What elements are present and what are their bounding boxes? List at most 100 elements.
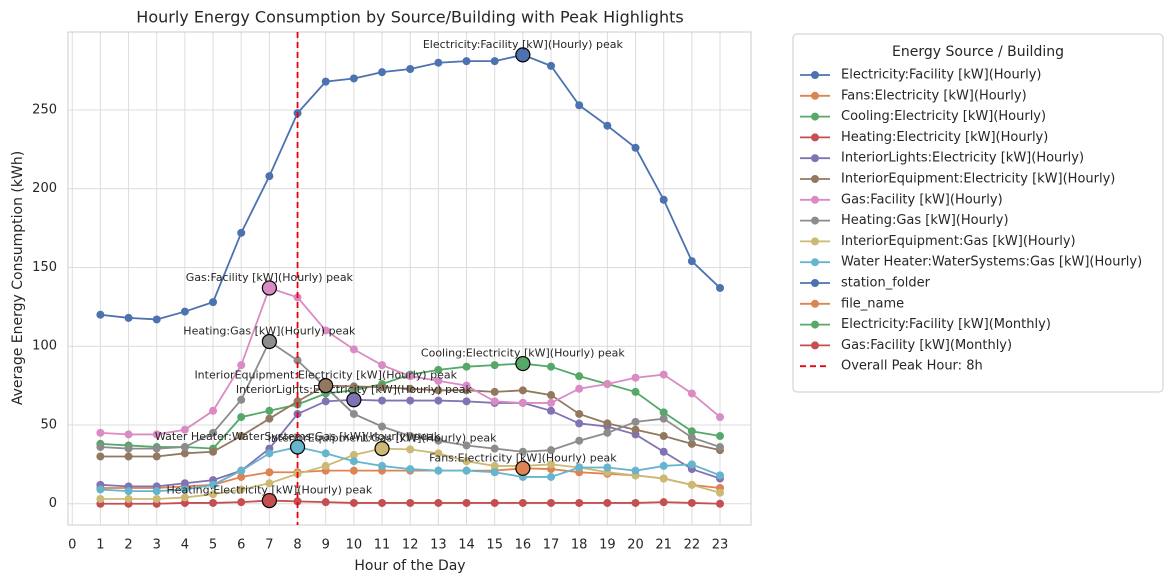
data-point	[349, 457, 358, 466]
data-point	[180, 479, 189, 488]
legend-marker	[811, 320, 819, 329]
data-point	[124, 452, 133, 461]
data-point	[547, 406, 556, 415]
data-point	[96, 428, 105, 437]
data-point	[349, 74, 358, 83]
data-point	[209, 298, 218, 307]
data-point	[237, 472, 246, 481]
x-tick-label: 11	[374, 538, 391, 553]
legend-label: Fans:Electricity [kW](Hourly)	[841, 88, 1027, 103]
legend-label: Heating:Electricity [kW](Hourly)	[841, 130, 1048, 145]
data-point	[180, 485, 189, 494]
peak-marker	[318, 378, 334, 394]
legend-label: Gas:Facility [kW](Hourly)	[841, 192, 1003, 207]
data-point	[659, 474, 668, 483]
data-point	[575, 101, 584, 110]
data-point	[687, 433, 696, 442]
peak-marker	[515, 355, 531, 372]
data-point	[716, 432, 725, 441]
data-point	[547, 61, 556, 70]
data-point	[490, 361, 499, 370]
data-point	[687, 480, 696, 489]
data-point	[434, 466, 443, 475]
data-point	[631, 143, 640, 152]
data-point	[96, 495, 105, 504]
legend-label: Electricity:Facility [kW](Monthly)	[841, 317, 1051, 332]
peak-annotation: Fans:Electricity [kW](Hourly) peak	[429, 451, 617, 464]
data-point	[378, 461, 387, 470]
legend-marker	[811, 133, 819, 142]
data-point	[209, 490, 218, 499]
legend-marker	[811, 279, 819, 287]
y-tick-label: 0	[49, 496, 57, 511]
data-point	[462, 362, 471, 371]
legend-marker	[811, 216, 819, 225]
data-point	[490, 397, 499, 406]
data-point	[406, 396, 415, 405]
chart-title: Hourly Energy Consumption by Source/Buil…	[136, 8, 683, 27]
data-point	[687, 460, 696, 469]
data-point	[406, 445, 415, 454]
data-point	[716, 443, 725, 452]
data-point	[293, 356, 302, 365]
data-point	[603, 463, 612, 472]
data-point	[237, 485, 246, 494]
y-axis-label: Average Energy Consumption (kWh)	[10, 151, 26, 405]
x-tick-label: 4	[181, 538, 189, 553]
data-point	[575, 463, 584, 472]
data-point	[434, 58, 443, 67]
data-point	[124, 430, 133, 439]
data-point	[434, 498, 443, 507]
peak-annotation: InteriorEquipment:Electricity [kW](Hourl…	[194, 369, 457, 382]
data-point	[603, 380, 612, 389]
data-point	[434, 396, 443, 405]
data-point	[321, 449, 330, 458]
peak-marker	[515, 460, 531, 476]
data-point	[687, 257, 696, 266]
x-tick-label: 20	[627, 538, 644, 553]
data-point	[716, 283, 725, 292]
data-point	[547, 446, 556, 455]
data-point	[378, 422, 387, 431]
data-point	[124, 487, 133, 496]
data-point	[406, 465, 415, 474]
data-point	[659, 414, 668, 423]
data-point	[603, 121, 612, 130]
data-point	[180, 443, 189, 452]
data-point	[659, 498, 668, 507]
y-tick-label: 150	[32, 260, 57, 275]
data-point	[349, 409, 358, 418]
peak-marker	[261, 492, 277, 509]
data-point	[293, 497, 302, 506]
data-point	[490, 444, 499, 453]
data-point	[152, 487, 161, 496]
x-tick-label: 19	[599, 538, 616, 553]
peak-annotation: InteriorLights:Electricity [kW](Hourly) …	[236, 383, 473, 396]
data-point	[716, 413, 725, 422]
legend-title: Energy Source / Building	[892, 44, 1064, 60]
data-point	[265, 468, 274, 477]
x-tick-label: 3	[153, 538, 161, 553]
data-point	[687, 427, 696, 436]
peak-marker	[289, 439, 306, 455]
data-point	[152, 430, 161, 439]
data-point	[547, 472, 556, 481]
x-tick-label: 1	[96, 538, 104, 553]
data-point	[265, 172, 274, 181]
x-tick-label: 9	[322, 538, 330, 553]
legend-marker	[811, 112, 819, 121]
legend-marker	[811, 154, 819, 163]
legend-marker	[811, 341, 819, 350]
data-point	[716, 499, 725, 508]
data-point	[378, 498, 387, 507]
data-point	[434, 365, 443, 374]
x-tick-label: 18	[571, 538, 588, 553]
data-point	[603, 419, 612, 428]
peak-annotation: Heating:Gas [kW](Hourly) peak	[183, 325, 356, 338]
data-point	[96, 443, 105, 452]
data-point	[124, 313, 133, 322]
data-point	[575, 409, 584, 418]
data-point	[490, 461, 499, 470]
x-tick-label: 23	[712, 538, 729, 553]
